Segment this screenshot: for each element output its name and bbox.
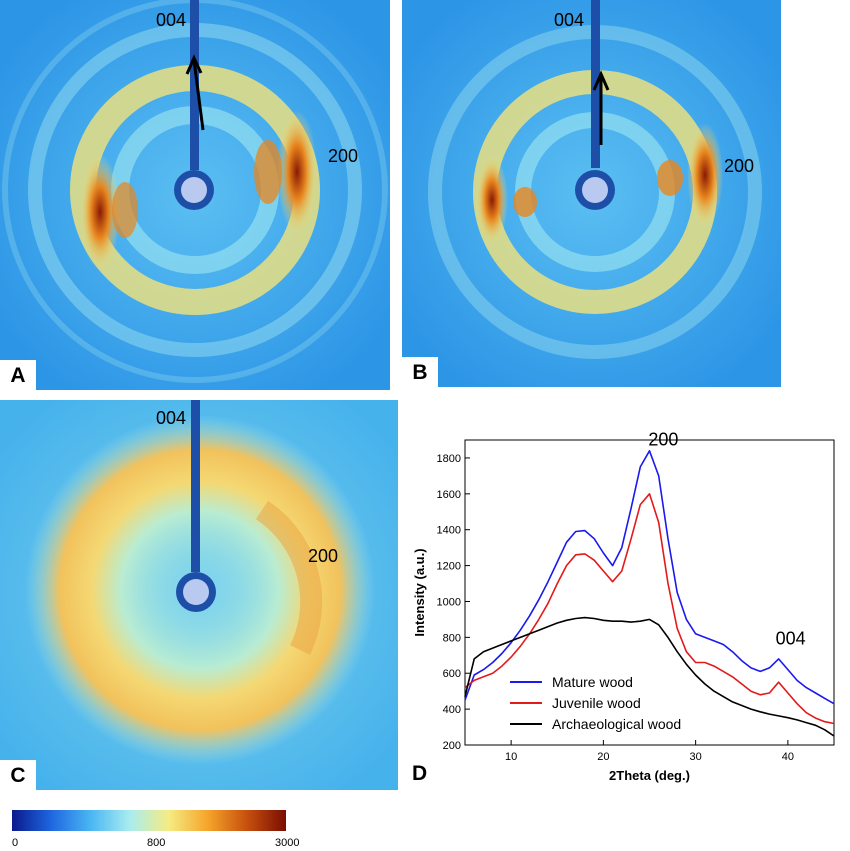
y-tick-label: 800 [443, 632, 461, 644]
colorbar-tick-min: 0 [12, 837, 18, 849]
reflection-200-label: 200 [308, 546, 339, 566]
series-line-0 [464, 449, 835, 705]
y-tick-label: 1000 [437, 596, 461, 608]
x-tick-label: 30 [690, 751, 702, 763]
y-axis-label: Intensity (a.u.) [412, 548, 427, 636]
chart-legend: Mature wood Juvenile wood Archaeological w… [510, 674, 681, 732]
series-line-1 [464, 493, 835, 725]
legend-label-0: Mature wood [552, 674, 633, 690]
colorbar-gradient [12, 810, 286, 831]
diffraction-pattern-c: 004 200 C [0, 400, 398, 790]
intensity-colorbar: 0 800 3000 [12, 810, 299, 849]
y-tick-label: 600 [443, 668, 461, 680]
y-tick-label: 1400 [437, 525, 461, 537]
pattern-b-graphic [402, 0, 781, 387]
y-tick-label: 1800 [437, 453, 461, 465]
series-line-2 [464, 616, 835, 737]
x-axis-label: 2Theta (deg.) [609, 768, 690, 783]
y-tick-label: 400 [443, 704, 461, 716]
annotation-1: 004 [776, 629, 806, 649]
panel-letter-a: A [0, 360, 36, 390]
panel-letter-d: D [412, 762, 427, 785]
panel-letter-c: C [0, 760, 36, 790]
pattern-a-graphic [0, 0, 390, 390]
chart-series: 200 004 [464, 429, 835, 737]
diffraction-pattern-a: 004 200 A [0, 0, 390, 390]
annotation-0: 200 [648, 429, 678, 449]
plot-frame [464, 439, 835, 746]
reflection-004-label: 004 [156, 10, 187, 30]
panel-letter-b: B [402, 357, 438, 387]
colorbar-tick-max: 3000 [275, 837, 299, 849]
y-tick-label: 1200 [437, 561, 461, 573]
reflection-200-label: 200 [328, 146, 359, 166]
x-tick-label: 40 [782, 751, 794, 763]
x-tick-label: 20 [597, 751, 609, 763]
pattern-c-graphic [0, 400, 398, 790]
colorbar-tick-mid: 800 [147, 837, 165, 849]
diffraction-pattern-b: 004 200 B [402, 0, 781, 387]
y-tick-label: 200 [443, 740, 461, 752]
reflection-004-label: 004 [156, 408, 187, 428]
reflection-200-label: 200 [724, 156, 755, 176]
y-tick-label: 1600 [437, 489, 461, 501]
chart-axes: 10 20 30 40 200 400 600 800 1000 1200 1400 1600 1800 [437, 439, 835, 763]
intensity-profile-chart: 10 20 30 40 200 400 600 800 1000 1200 1400 1600 1800… [412, 429, 835, 785]
legend-label-2: Archaeological wood [552, 716, 681, 732]
reflection-004-label: 004 [554, 10, 585, 30]
legend-label-1: Juvenile wood [552, 695, 641, 711]
x-tick-label: 10 [505, 751, 517, 763]
